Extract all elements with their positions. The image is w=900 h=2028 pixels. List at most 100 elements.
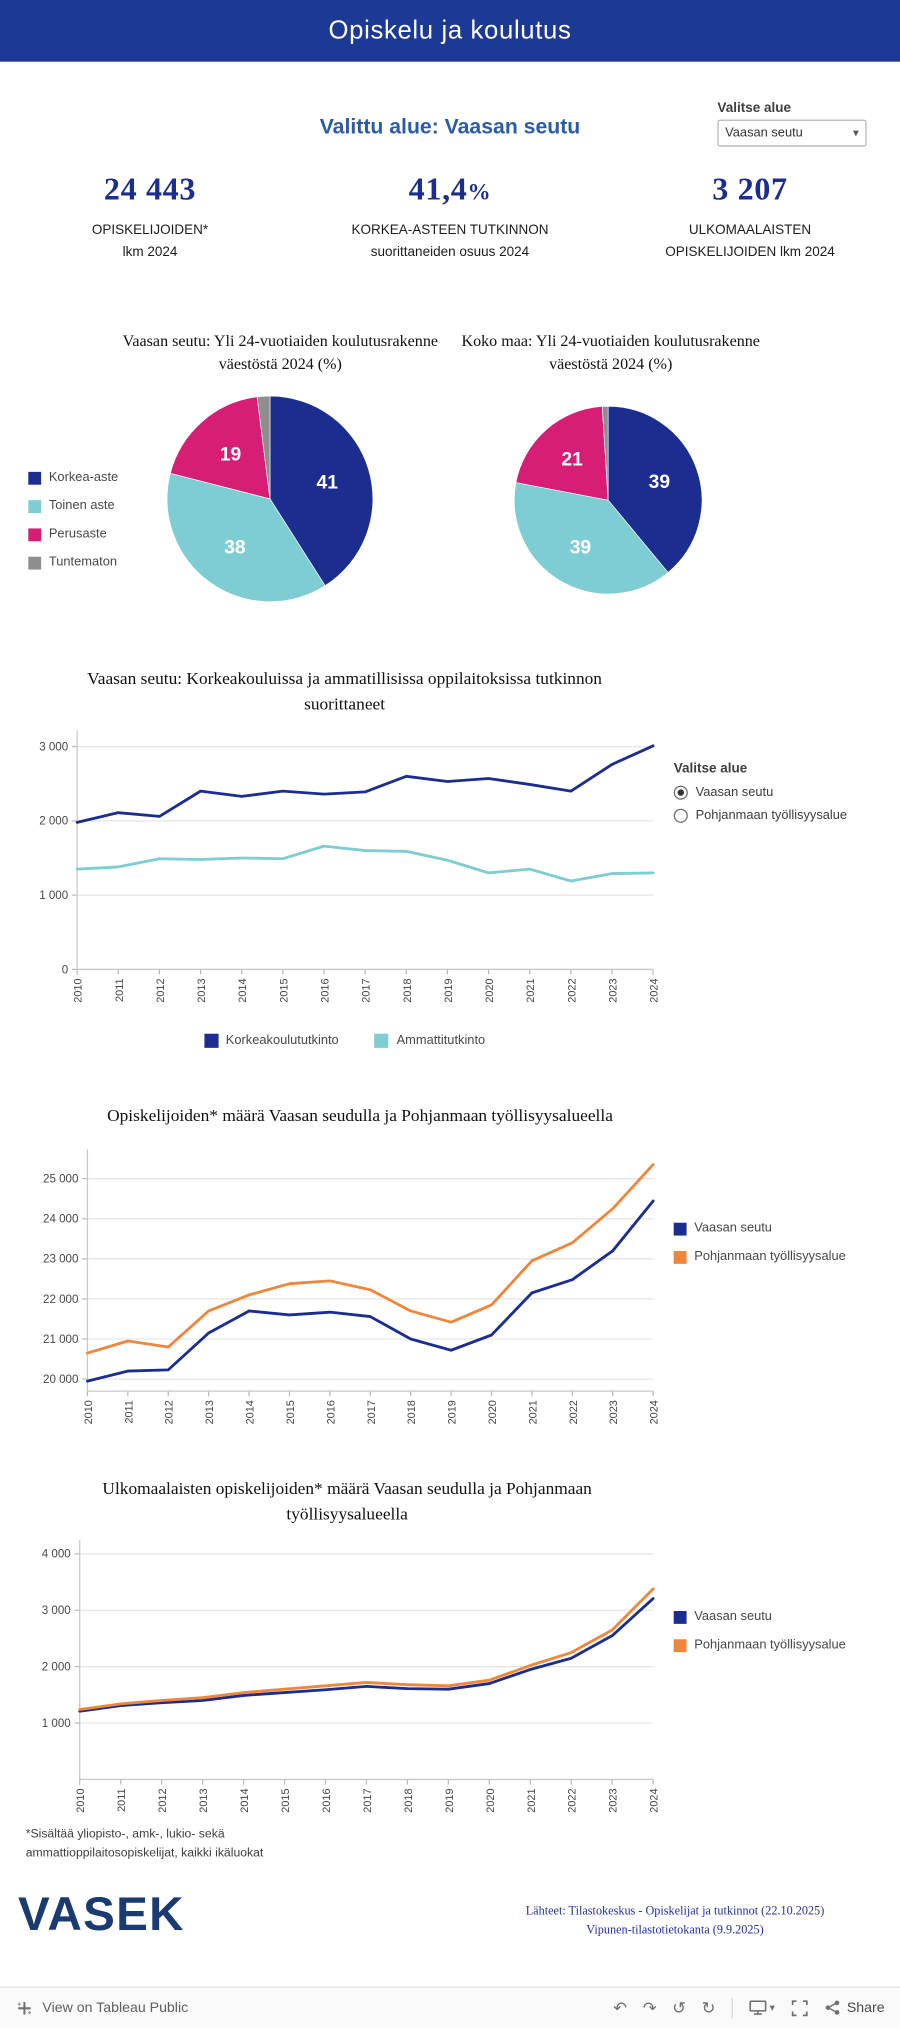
legend-item-perusaste[interactable]: Perusaste — [28, 527, 118, 541]
svg-text:2016: 2016 — [325, 1400, 337, 1424]
svg-text:2023: 2023 — [607, 978, 619, 1002]
selected-area-text: Valittu alue: Vaasan seutu — [319, 115, 581, 139]
svg-text:39: 39 — [570, 537, 591, 558]
pie-title-vaasan-seutu: Vaasan seutu: Yli 24-vuotiaiden koulutus… — [122, 331, 438, 374]
svg-text:41: 41 — [317, 473, 339, 494]
legend-item-vaasan-seutu[interactable]: Vaasan seutu — [673, 1610, 893, 1624]
svg-text:2023: 2023 — [608, 1788, 620, 1812]
line-chart-degrees-title: Vaasan seutu: Korkeakouluissa ja ammatil… — [87, 668, 602, 714]
svg-text:2016: 2016 — [321, 1788, 333, 1812]
legend-swatch — [673, 1638, 687, 1652]
svg-text:2015: 2015 — [280, 1788, 292, 1812]
kpi-students-value: 24 443 — [103, 172, 197, 207]
svg-text:2023: 2023 — [608, 1400, 620, 1424]
svg-text:2 000: 2 000 — [42, 1662, 71, 1674]
legend-swatch — [673, 1222, 687, 1235]
legend-item-korkea-aste[interactable]: Korkea-aste — [28, 471, 118, 485]
svg-text:2013: 2013 — [204, 1400, 216, 1424]
pie-chart-koko-maa[interactable]: 39 39 21 — [512, 404, 705, 597]
kpi-row: 24 443 OPISKELIJOIDEN* lkm 2024 41,4% KOR… — [0, 172, 900, 264]
svg-text:2010: 2010 — [75, 1788, 87, 1812]
svg-text:2019: 2019 — [447, 1400, 459, 1424]
svg-text:4 000: 4 000 — [42, 1549, 71, 1561]
legend-item-toinen-aste[interactable]: Toinen aste — [28, 499, 118, 513]
vasek-logo: VASEK — [17, 1887, 185, 1941]
legend-item-pohjanmaan-tyollisyysalue[interactable]: Pohjanmaan työllisyysalue — [673, 1250, 893, 1264]
legend-swatch — [374, 1033, 389, 1048]
radio-option-vaasan-seutu[interactable]: Vaasan seutu — [673, 785, 893, 800]
legend-swatch — [203, 1033, 219, 1048]
line-chart-students[interactable]: 20 000 21 000 22 000 23 000 24 000 25 000 2010… — [23, 1134, 666, 1455]
svg-text:1 000: 1 000 — [42, 1718, 71, 1730]
line-chart-foreign-students[interactable]: 1 000 2 000 3 000 4 000 2010 2011 2012 2013 2014… — [23, 1530, 666, 1832]
share-button[interactable]: Share — [824, 1999, 885, 2016]
svg-text:2015: 2015 — [278, 978, 290, 1002]
sources-text: Lähteet: Tilastokeskus - Opiskelijat ja … — [525, 1905, 825, 1938]
svg-text:21 000: 21 000 — [43, 1334, 78, 1346]
svg-text:2019: 2019 — [443, 978, 455, 1002]
legend-item-vaasan-seutu[interactable]: Vaasan seutu — [673, 1221, 893, 1236]
svg-text:2015: 2015 — [285, 1400, 297, 1424]
svg-text:21: 21 — [561, 450, 583, 471]
undo-icon[interactable]: ↶ — [613, 1997, 628, 2018]
area-filter-dropdown[interactable]: Vaasan seutu ▾ — [717, 119, 867, 147]
pie-chart-vaasan-seutu[interactable]: 41 38 19 — [165, 393, 376, 604]
fullscreen-icon[interactable] — [790, 1999, 808, 2017]
line-chart-students-legend: Vaasan seutu Pohjanmaan työllisyysalue — [673, 1221, 893, 1278]
svg-text:2014: 2014 — [239, 1788, 251, 1812]
svg-text:2013: 2013 — [196, 978, 208, 1002]
device-layout-button[interactable]: ▾ — [748, 1999, 775, 2016]
svg-text:2017: 2017 — [361, 978, 373, 1002]
svg-text:2011: 2011 — [116, 1788, 128, 1811]
legend-swatch — [28, 499, 42, 513]
refresh-icon[interactable]: ↻ — [701, 1997, 716, 2018]
tableau-logo-icon — [17, 2001, 32, 2014]
svg-text:2020: 2020 — [485, 1788, 497, 1812]
svg-text:20 000: 20 000 — [43, 1374, 78, 1386]
svg-text:25 000: 25 000 — [43, 1173, 78, 1185]
svg-text:24 000: 24 000 — [43, 1214, 78, 1226]
legend-item-pohjanmaan-tyollisyysalue[interactable]: Pohjanmaan työllisyysalue — [673, 1638, 893, 1652]
svg-text:23 000: 23 000 — [43, 1254, 78, 1266]
kpi-students: 24 443 OPISKELIJOIDEN* lkm 2024 — [0, 172, 300, 264]
svg-text:22 000: 22 000 — [43, 1294, 78, 1306]
pie-legend: Korkea-aste Toinen aste Perusaste Tuntem… — [28, 471, 118, 584]
legend-swatch — [673, 1610, 687, 1624]
radio-button-icon — [673, 785, 688, 800]
legend-swatch — [28, 527, 42, 541]
share-icon — [825, 2000, 839, 2015]
area-filter-value: Vaasan seutu — [725, 125, 803, 141]
svg-text:2022: 2022 — [568, 1400, 580, 1424]
legend-item-tuntematon[interactable]: Tuntematon — [28, 555, 118, 570]
svg-text:0: 0 — [62, 964, 68, 976]
svg-text:2024: 2024 — [649, 1788, 661, 1812]
line-chart-degrees[interactable]: 0 1 000 2 000 3 000 2010 2011 2012 2013 2014 2015… — [23, 717, 666, 1028]
kpi-degree-share-value: 41,4% — [408, 172, 492, 207]
svg-text:2014: 2014 — [237, 978, 249, 1002]
radio-option-pohjanmaan-tyollisyysalue[interactable]: Pohjanmaan työllisyysalue — [673, 808, 893, 823]
legend-swatch — [28, 471, 42, 485]
view-on-tableau-link[interactable]: View on Tableau Public — [42, 1999, 189, 2016]
reset-icon[interactable]: ↺ — [672, 1997, 687, 2018]
app-header: Opiskelu ja koulutus — [0, 0, 900, 62]
legend-item-ammattitutkinto[interactable]: Ammattitutkinto — [374, 1033, 485, 1048]
chevron-down-icon: ▾ — [769, 2001, 775, 2014]
redo-icon[interactable]: ↷ — [642, 1997, 657, 2018]
monitor-icon — [748, 2000, 766, 2015]
svg-text:2 000: 2 000 — [39, 816, 68, 828]
legend-item-korkeakoulututkinto[interactable]: Korkeakoulututkinto — [203, 1033, 339, 1048]
legend-swatch — [673, 1250, 687, 1264]
kpi-foreign-students-value: 3 207 — [712, 172, 788, 207]
page-title: Opiskelu ja koulutus — [328, 16, 572, 45]
line-chart-degrees-legend: Korkeakoulututkinto Ammattitutkinto — [23, 1033, 666, 1048]
svg-text:2017: 2017 — [366, 1400, 378, 1424]
svg-text:2017: 2017 — [362, 1788, 374, 1812]
tableau-toolbar: View on Tableau Public ↶ ↷ ↺ ↻ ▾ — [0, 1986, 900, 2028]
svg-text:2013: 2013 — [198, 1788, 210, 1812]
svg-text:2012: 2012 — [157, 1788, 169, 1812]
svg-text:2020: 2020 — [487, 1400, 499, 1424]
kpi-foreign-students-label: ULKOMAALAISTEN OPISKELIJOIDEN lkm 2024 — [665, 222, 835, 261]
svg-text:19: 19 — [220, 445, 241, 466]
svg-text:2012: 2012 — [164, 1400, 176, 1424]
